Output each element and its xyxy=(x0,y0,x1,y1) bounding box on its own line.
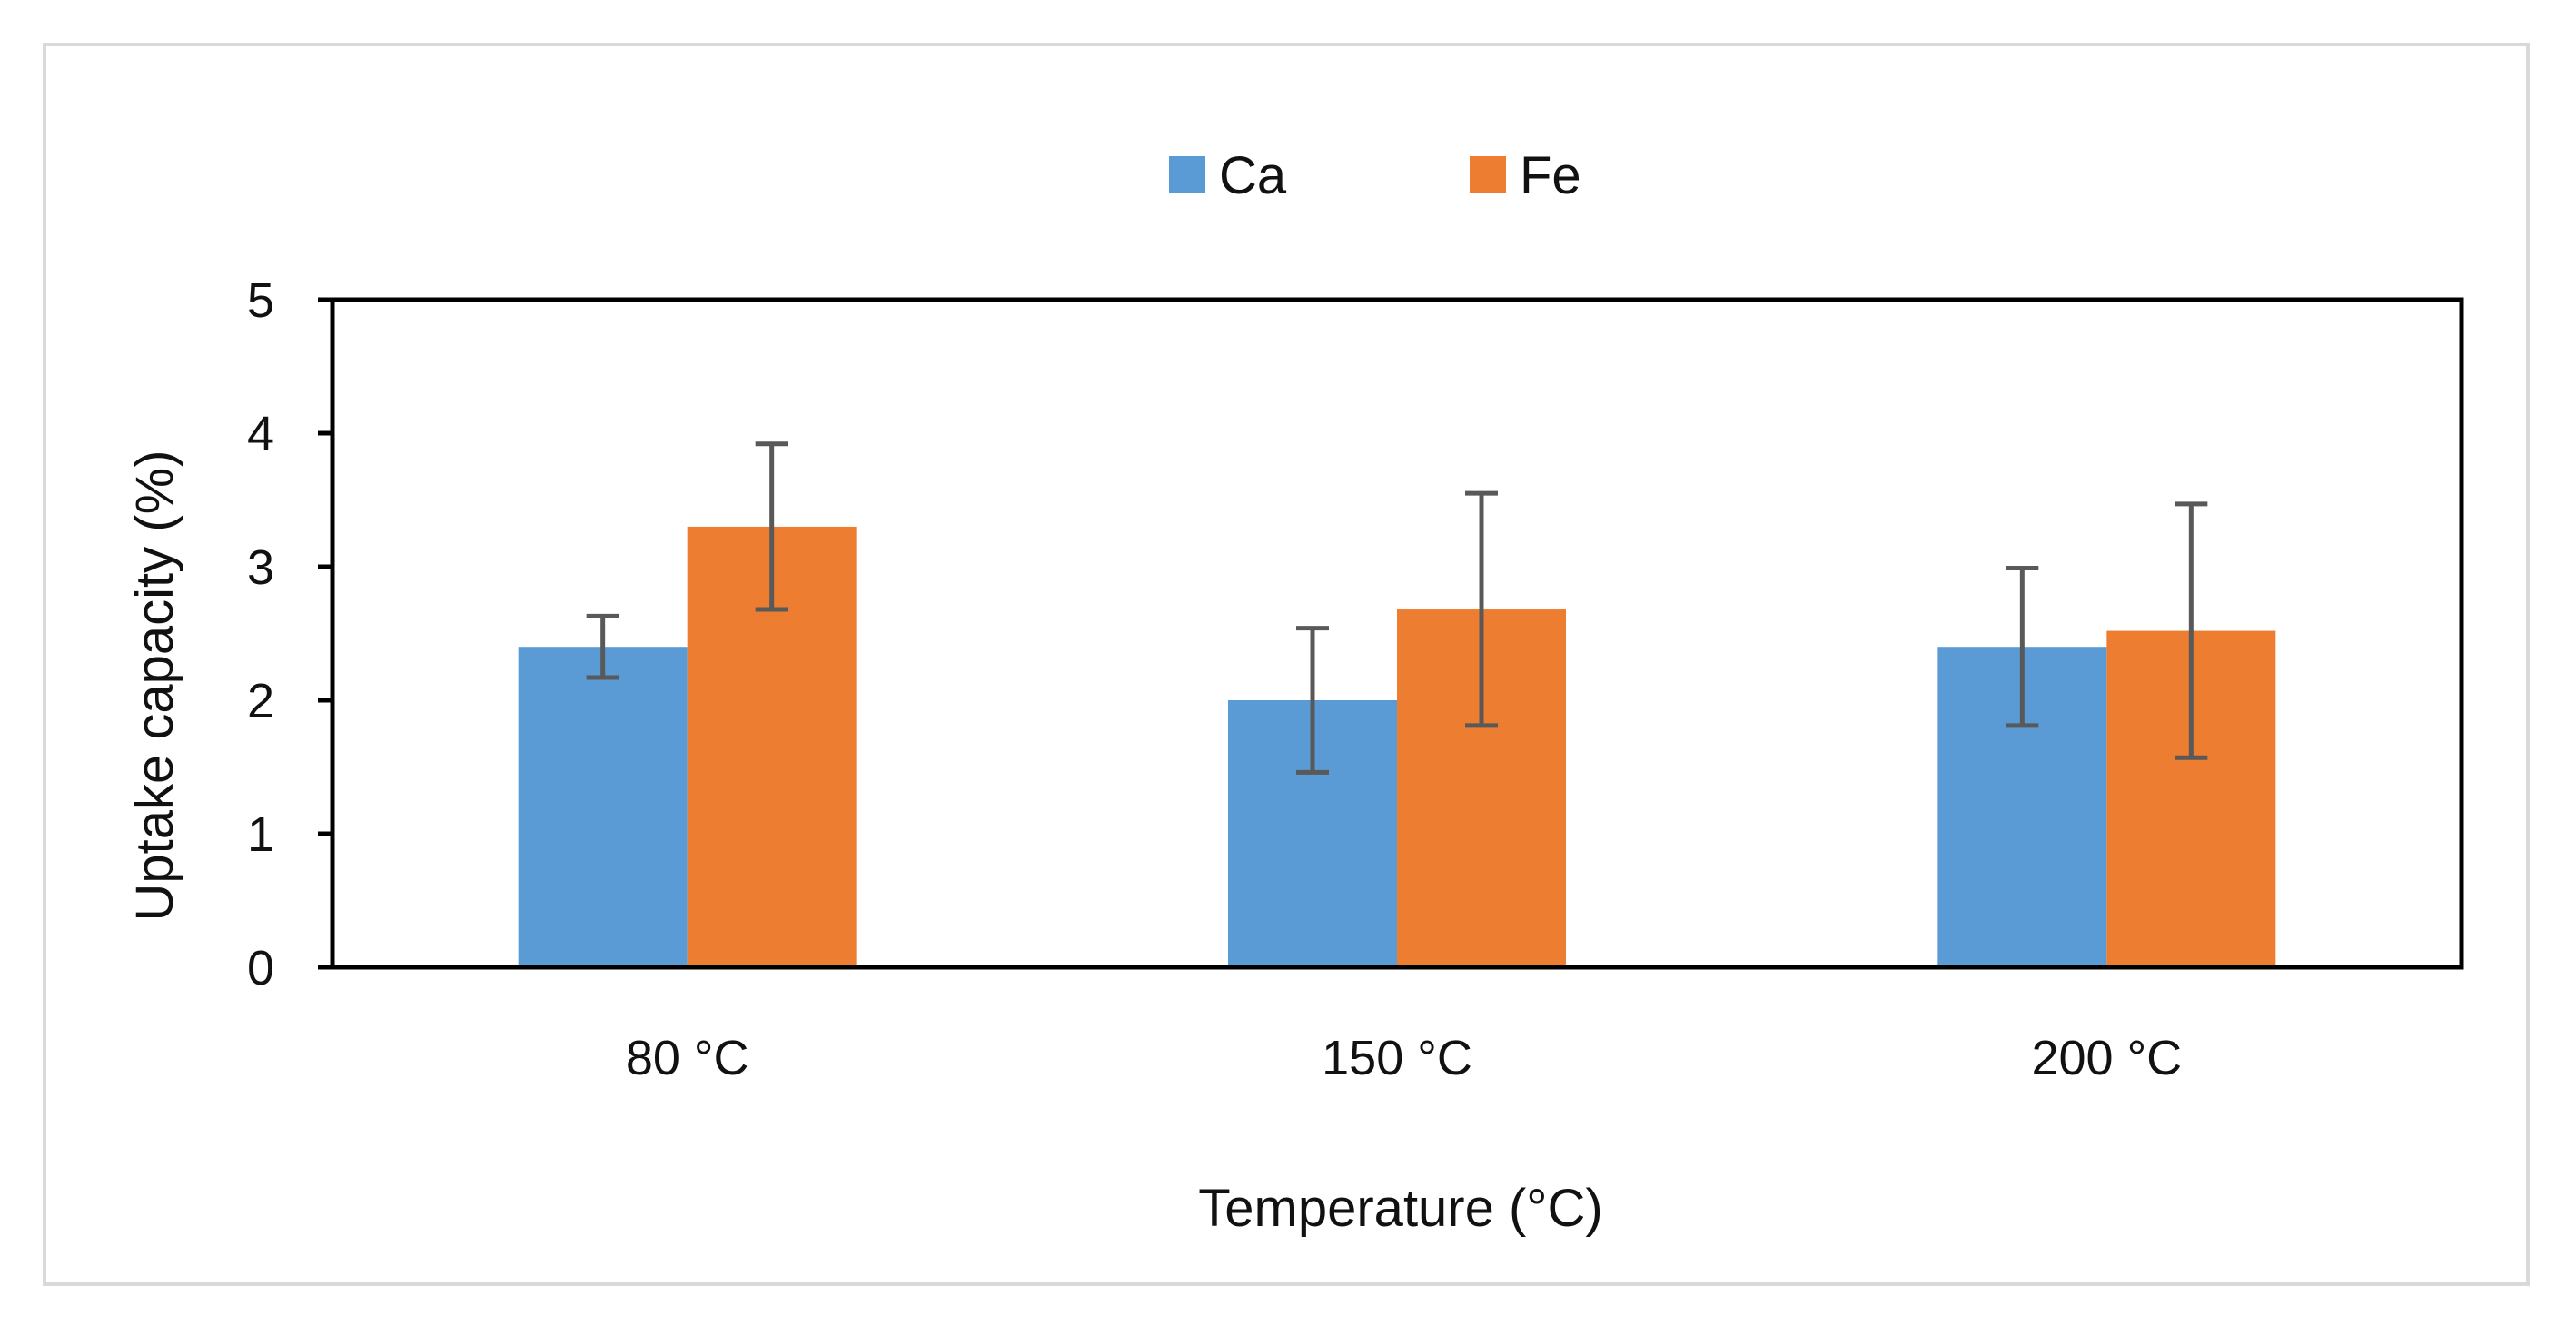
legend-swatch-ca xyxy=(1169,156,1205,193)
y-tick-label: 3 xyxy=(247,540,274,595)
legend-label-fe: Fe xyxy=(1520,146,1581,205)
y-tick-label: 1 xyxy=(247,807,274,862)
legend-swatch-fe xyxy=(1470,156,1506,193)
y-tick-labels: 0 1 2 3 4 5 xyxy=(247,273,332,995)
bars xyxy=(518,526,2276,967)
x-tick-label: 150 °C xyxy=(1322,1031,1472,1085)
legend: Ca Fe xyxy=(1169,146,1581,205)
x-axis-title: Temperature (°C) xyxy=(1198,1179,1602,1238)
x-tick-labels: 80 °C 150 °C 200 °C xyxy=(626,1031,2182,1085)
x-tick-label: 80 °C xyxy=(626,1031,749,1085)
legend-label-ca: Ca xyxy=(1219,146,1287,205)
error-bars xyxy=(586,441,2208,775)
y-tick-label: 4 xyxy=(247,407,274,461)
y-axis-title: Uptake capacity (%) xyxy=(125,450,184,922)
y-tick-label: 5 xyxy=(247,273,274,328)
axes xyxy=(330,297,2464,970)
y-tick-label: 2 xyxy=(247,674,274,728)
x-tick-label: 200 °C xyxy=(2031,1031,2182,1085)
y-tick-label: 0 xyxy=(247,941,274,995)
bar-ca-0 xyxy=(518,647,688,967)
plot-area-border xyxy=(330,297,2464,970)
